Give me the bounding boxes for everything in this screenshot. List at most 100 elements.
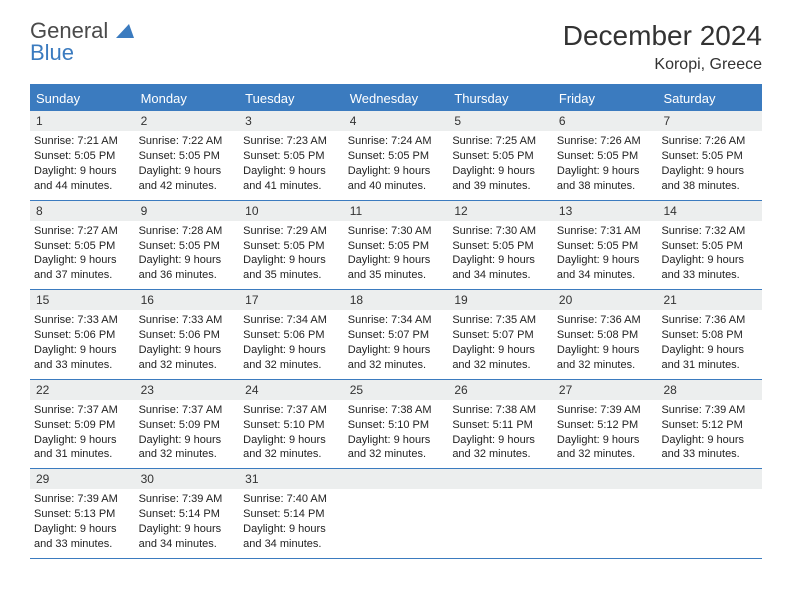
sunset-line: Sunset: 5:14 PM — [139, 507, 236, 522]
daylight-line: Daylight: 9 hours and 42 minutes. — [139, 164, 236, 194]
daylight-line: Daylight: 9 hours and 34 minutes. — [557, 253, 654, 283]
daylight-line: Daylight: 9 hours and 32 minutes. — [452, 433, 549, 463]
day-number: 26 — [448, 380, 553, 400]
sunrise-line: Sunrise: 7:23 AM — [243, 134, 340, 149]
daylight-line: Daylight: 9 hours and 32 minutes. — [557, 433, 654, 463]
logo-triangle-icon — [116, 20, 134, 42]
day-cell: 5Sunrise: 7:25 AMSunset: 5:05 PMDaylight… — [448, 111, 553, 200]
daylight-line: Daylight: 9 hours and 33 minutes. — [661, 433, 758, 463]
day-cell: 24Sunrise: 7:37 AMSunset: 5:10 PMDayligh… — [239, 380, 344, 469]
day-cell — [448, 469, 553, 558]
daylight-line: Daylight: 9 hours and 32 minutes. — [348, 343, 445, 373]
sunrise-line: Sunrise: 7:36 AM — [661, 313, 758, 328]
sunset-line: Sunset: 5:05 PM — [557, 239, 654, 254]
day-cell: 6Sunrise: 7:26 AMSunset: 5:05 PMDaylight… — [553, 111, 658, 200]
day-cell: 21Sunrise: 7:36 AMSunset: 5:08 PMDayligh… — [657, 290, 762, 379]
daylight-line: Daylight: 9 hours and 32 minutes. — [243, 343, 340, 373]
calendar: SundayMondayTuesdayWednesdayThursdayFrid… — [30, 84, 762, 559]
sunrise-line: Sunrise: 7:39 AM — [34, 492, 131, 507]
day-cell: 27Sunrise: 7:39 AMSunset: 5:12 PMDayligh… — [553, 380, 658, 469]
daylight-line: Daylight: 9 hours and 44 minutes. — [34, 164, 131, 194]
day-number: 11 — [344, 201, 449, 221]
sunrise-line: Sunrise: 7:36 AM — [557, 313, 654, 328]
sunset-line: Sunset: 5:09 PM — [34, 418, 131, 433]
day-number: 25 — [344, 380, 449, 400]
sunset-line: Sunset: 5:05 PM — [139, 239, 236, 254]
sunset-line: Sunset: 5:05 PM — [34, 149, 131, 164]
day-number — [657, 469, 762, 489]
sunrise-line: Sunrise: 7:33 AM — [139, 313, 236, 328]
day-cell: 19Sunrise: 7:35 AMSunset: 5:07 PMDayligh… — [448, 290, 553, 379]
sunrise-line: Sunrise: 7:40 AM — [243, 492, 340, 507]
dow-header: Friday — [553, 86, 658, 111]
day-number: 15 — [30, 290, 135, 310]
day-cell: 8Sunrise: 7:27 AMSunset: 5:05 PMDaylight… — [30, 201, 135, 290]
sunrise-line: Sunrise: 7:37 AM — [34, 403, 131, 418]
sunrise-line: Sunrise: 7:34 AM — [348, 313, 445, 328]
sunset-line: Sunset: 5:05 PM — [557, 149, 654, 164]
day-cell: 17Sunrise: 7:34 AMSunset: 5:06 PMDayligh… — [239, 290, 344, 379]
sunrise-line: Sunrise: 7:29 AM — [243, 224, 340, 239]
sunset-line: Sunset: 5:05 PM — [34, 239, 131, 254]
sunrise-line: Sunrise: 7:30 AM — [348, 224, 445, 239]
sunset-line: Sunset: 5:08 PM — [661, 328, 758, 343]
day-cell: 11Sunrise: 7:30 AMSunset: 5:05 PMDayligh… — [344, 201, 449, 290]
sunset-line: Sunset: 5:06 PM — [139, 328, 236, 343]
daylight-line: Daylight: 9 hours and 40 minutes. — [348, 164, 445, 194]
day-cell: 14Sunrise: 7:32 AMSunset: 5:05 PMDayligh… — [657, 201, 762, 290]
sunrise-line: Sunrise: 7:26 AM — [557, 134, 654, 149]
sunset-line: Sunset: 5:07 PM — [348, 328, 445, 343]
dow-header: Monday — [135, 86, 240, 111]
sunset-line: Sunset: 5:12 PM — [661, 418, 758, 433]
day-cell: 30 Sunrise: 7:39 AMSunset: 5:14 PMDayligh… — [135, 469, 240, 558]
day-cell: 12Sunrise: 7:30 AMSunset: 5:05 PMDayligh… — [448, 201, 553, 290]
day-cell — [344, 469, 449, 558]
sunset-line: Sunset: 5:09 PM — [139, 418, 236, 433]
daylight-line: Daylight: 9 hours and 32 minutes. — [348, 433, 445, 463]
day-number: 7 — [657, 111, 762, 131]
day-number: 19 — [448, 290, 553, 310]
sunset-line: Sunset: 5:05 PM — [139, 149, 236, 164]
daylight-line: Daylight: 9 hours and 34 minutes. — [139, 522, 236, 552]
sunset-line: Sunset: 5:05 PM — [243, 239, 340, 254]
month-title: December 2024 — [563, 20, 762, 52]
sunrise-line: Sunrise: 7:35 AM — [452, 313, 549, 328]
sunset-line: Sunset: 5:10 PM — [243, 418, 340, 433]
day-number: 29 — [30, 469, 135, 489]
daylight-line: Daylight: 9 hours and 41 minutes. — [243, 164, 340, 194]
day-number: 17 — [239, 290, 344, 310]
sunrise-line: Sunrise: 7:39 AM — [139, 492, 236, 507]
day-number — [553, 469, 658, 489]
day-cell: 23Sunrise: 7:37 AMSunset: 5:09 PMDayligh… — [135, 380, 240, 469]
sunset-line: Sunset: 5:06 PM — [243, 328, 340, 343]
sunrise-line: Sunrise: 7:39 AM — [661, 403, 758, 418]
sunset-line: Sunset: 5:05 PM — [243, 149, 340, 164]
sunrise-line: Sunrise: 7:25 AM — [452, 134, 549, 149]
day-number: 24 — [239, 380, 344, 400]
sunrise-line: Sunrise: 7:30 AM — [452, 224, 549, 239]
daylight-line: Daylight: 9 hours and 38 minutes. — [661, 164, 758, 194]
day-number: 31 — [239, 469, 344, 489]
sunrise-line: Sunrise: 7:22 AM — [139, 134, 236, 149]
day-cell: 20Sunrise: 7:36 AMSunset: 5:08 PMDayligh… — [553, 290, 658, 379]
daylight-line: Daylight: 9 hours and 32 minutes. — [557, 343, 654, 373]
day-number: 12 — [448, 201, 553, 221]
daylight-line: Daylight: 9 hours and 38 minutes. — [557, 164, 654, 194]
week-row: 22Sunrise: 7:37 AMSunset: 5:09 PMDayligh… — [30, 380, 762, 470]
day-cell: 9Sunrise: 7:28 AMSunset: 5:05 PMDaylight… — [135, 201, 240, 290]
sunset-line: Sunset: 5:06 PM — [34, 328, 131, 343]
daylight-line: Daylight: 9 hours and 33 minutes. — [34, 343, 131, 373]
day-cell: 10Sunrise: 7:29 AMSunset: 5:05 PMDayligh… — [239, 201, 344, 290]
day-cell: 13Sunrise: 7:31 AMSunset: 5:05 PMDayligh… — [553, 201, 658, 290]
sunrise-line: Sunrise: 7:28 AM — [139, 224, 236, 239]
dow-header: Saturday — [657, 86, 762, 111]
day-number: 23 — [135, 380, 240, 400]
title-block: December 2024 Koropi, Greece — [563, 20, 762, 74]
daylight-line: Daylight: 9 hours and 34 minutes. — [452, 253, 549, 283]
day-number: 5 — [448, 111, 553, 131]
day-number: 30 — [135, 469, 240, 489]
day-number: 14 — [657, 201, 762, 221]
daylight-line: Daylight: 9 hours and 35 minutes. — [348, 253, 445, 283]
sunrise-line: Sunrise: 7:32 AM — [661, 224, 758, 239]
sunset-line: Sunset: 5:05 PM — [661, 239, 758, 254]
